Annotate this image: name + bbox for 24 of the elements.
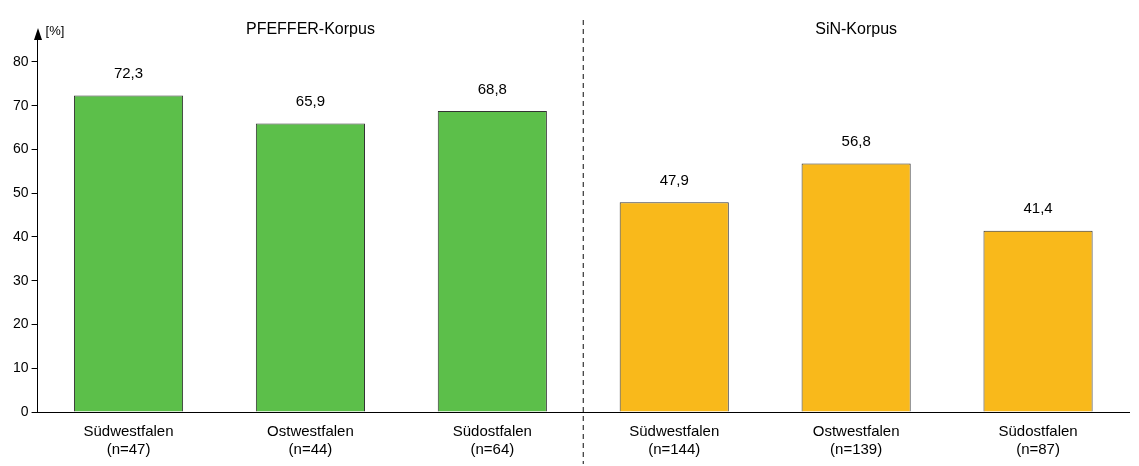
y-tick-label: 0 [20,402,29,419]
x-tick-label: Südwestfalen (n=47) [83,422,174,458]
text: PFEFFER-Korpus [245,20,375,38]
data-label: 72,3 [113,64,144,82]
data-label: 68,8 [477,79,507,97]
y-tick-label: 80 [12,52,29,69]
y-tick-label: 10 [12,359,29,376]
y-tick-label: 50 [12,184,29,201]
x-tick-label: Südostfalen (n=64) [452,422,532,458]
y-tick-label: 60 [12,140,29,157]
y-tick-label: 20 [12,315,29,332]
data-label: 47,9 [659,171,689,189]
data-label: 56,8 [841,132,871,150]
y-axis-title: [%] [45,23,65,39]
x-tick-label: Ostwestfalen (n=139) [812,422,900,458]
text: SiN-Korpus [815,20,898,38]
data-label: 65,9 [295,92,326,110]
x-tick-label: Ostwestfalen (n=44) [267,422,354,458]
y-tick-label: 30 [12,271,29,288]
y-tick-label: 70 [12,96,29,113]
x-tick-label: Südwestfalen (n=144) [629,422,720,458]
x-tick-label: Südostfalen (n=87) [998,422,1078,458]
data-label: 41,4 [1023,199,1053,217]
y-tick-label: 40 [12,227,29,244]
